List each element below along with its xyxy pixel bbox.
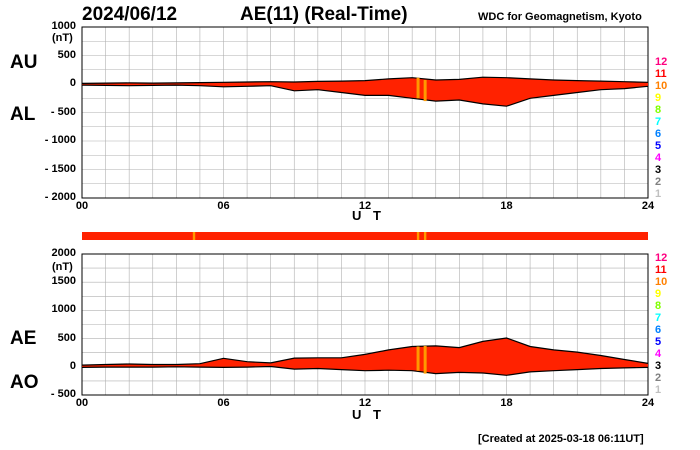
legend-level-8: 8 [655, 104, 662, 116]
activity-band [82, 232, 648, 240]
plot-frame [81, 26, 649, 199]
y-tick-label: - 1000 [44, 134, 76, 146]
series-line-ao [81, 365, 649, 376]
activity-band-mark [416, 232, 420, 240]
legend-level-11: 11 [655, 264, 667, 276]
legend-level-6: 6 [655, 324, 662, 336]
unit-label-1: (nT) [52, 32, 73, 44]
legend-level-2: 2 [655, 176, 662, 188]
x-tick-label: 12 [358, 200, 372, 212]
x-tick-label: 24 [641, 397, 655, 409]
x-axis-label-1: U T [352, 208, 385, 223]
area-fill-au-al [82, 77, 648, 107]
x-tick-label: 18 [500, 397, 513, 409]
x-tick-label: 00 [75, 397, 89, 409]
legend-level-6: 6 [655, 128, 662, 140]
legend-level-11: 11 [655, 68, 667, 80]
y-tick-label: - 2000 [44, 191, 76, 203]
x-tick-label: 12 [358, 397, 372, 409]
series-line-au [81, 76, 649, 84]
y-tick-label: - 1500 [44, 162, 76, 175]
activity-strip [423, 80, 427, 102]
created-timestamp: [Created at 2025-03-18 06:11UT] [478, 433, 644, 445]
legend-level-2: 2 [655, 372, 662, 384]
y-tick-label: 0 [69, 77, 76, 89]
x-tick-label: 18 [500, 200, 513, 212]
y-tick-label: - 500 [50, 105, 76, 118]
x-axis-label-2: U T [352, 407, 385, 422]
legend-level-5: 5 [655, 336, 662, 348]
series-line-ae [81, 337, 649, 366]
series-line-al [81, 84, 649, 107]
activity-strip [423, 345, 427, 374]
y-tick-label: - 500 [50, 388, 76, 400]
legend-level-3: 3 [655, 360, 662, 372]
legend-level-12: 12 [655, 56, 668, 68]
legend-level-9: 9 [655, 92, 662, 104]
activity-band-mark [192, 232, 196, 240]
x-tick-label: 06 [217, 397, 230, 409]
x-tick-label: 06 [217, 200, 230, 212]
legend-level-1: 1 [655, 384, 662, 396]
legend-level-12: 12 [655, 252, 668, 264]
activity-band-mark [423, 232, 427, 240]
x-tick-label: 00 [75, 200, 89, 212]
legend-level-3: 3 [655, 164, 662, 176]
y-tick-label: 500 [57, 48, 76, 61]
area-fill-ae-ao [82, 338, 648, 376]
legend-level-10: 10 [655, 276, 668, 288]
ao-label: AO [10, 372, 39, 393]
y-tick-label: 500 [57, 331, 76, 344]
legend-level-7: 7 [655, 312, 662, 324]
plot-frame [81, 253, 649, 396]
legend-level-10: 10 [655, 80, 668, 92]
chart-title: AE(11) (Real-Time) [240, 4, 408, 25]
au-label: AU [10, 52, 38, 73]
legend-level-9: 9 [655, 288, 662, 300]
y-tick-label: 1000 [51, 20, 76, 32]
legend-level-4: 4 [655, 152, 662, 164]
legend-level-4: 4 [655, 348, 662, 360]
legend-level-5: 5 [655, 140, 662, 152]
y-tick-label: 1500 [51, 275, 76, 288]
activity-strip [416, 77, 420, 99]
y-tick-label: 0 [69, 359, 76, 372]
ae-label: AE [10, 328, 37, 349]
legend-level-8: 8 [655, 300, 662, 312]
x-tick-label: 24 [641, 200, 655, 212]
unit-label-2: (nT) [52, 261, 73, 273]
legend-level-7: 7 [655, 116, 662, 128]
date-title: 2024/06/12 [82, 4, 178, 25]
activity-strip [416, 346, 420, 371]
source-label: WDC for Geomagnetism, Kyoto [478, 11, 642, 23]
y-tick-label: 1000 [51, 303, 76, 316]
y-tick-label: 2000 [51, 247, 76, 259]
al-label: AL [10, 104, 36, 125]
legend-level-1: 1 [655, 188, 662, 200]
